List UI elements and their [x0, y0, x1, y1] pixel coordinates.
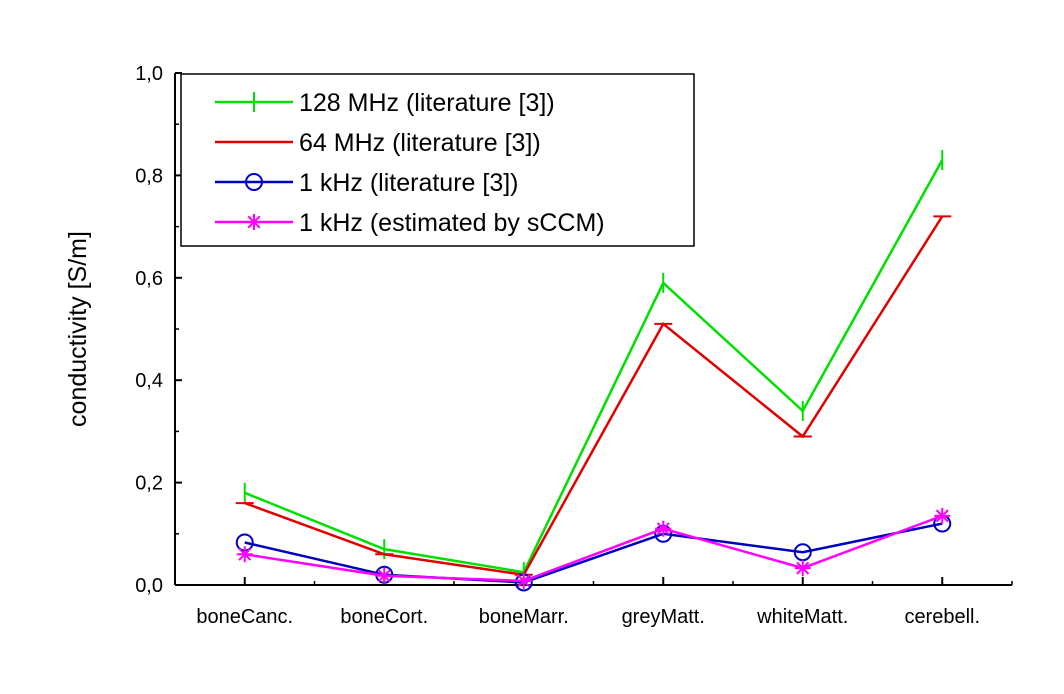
y-tick-label: 0,2 [135, 473, 163, 495]
x-tick-label: whiteMatt. [756, 606, 848, 628]
series-layer [235, 150, 952, 592]
axes: 0,0 0,2 0,4 0,6 0,8 1,0 boneCanc. boneCort. bone… [64, 63, 1013, 628]
y-axis-title: conductivity [S/m] [64, 231, 92, 427]
star-stroke [377, 569, 391, 583]
legend-label: 1 kHz (estimated by sCCM) [299, 209, 605, 237]
x-tick-label: boneCort. [340, 606, 428, 628]
star-stroke [796, 561, 810, 575]
star-stroke [656, 522, 670, 536]
data-point [246, 214, 262, 230]
legend-item: 64 MHz (literature [3]) [215, 129, 541, 157]
series-line [244, 159, 944, 574]
y-tick-label: 0,0 [135, 575, 163, 597]
data-point [515, 572, 532, 589]
x-tick-label: boneCanc. [196, 606, 293, 628]
series-0 [243, 150, 944, 583]
series-line [244, 522, 943, 584]
star-stroke [517, 574, 531, 588]
series-3 [236, 507, 951, 589]
legend-item: 1 kHz (literature [3]) [215, 169, 519, 197]
y-tick-label: 1,0 [135, 63, 163, 85]
star-stroke [935, 509, 949, 523]
x-tick-label: boneMarr. [479, 606, 569, 628]
data-point [934, 507, 951, 524]
series-1 [235, 215, 952, 577]
x-tick-label: greyMatt. [622, 606, 705, 628]
data-point [245, 173, 263, 191]
data-point [376, 567, 393, 584]
legend-label: 64 MHz (literature [3]) [299, 129, 541, 157]
legend: 128 MHz (literature [3]) 64 MHz (literatu… [180, 73, 695, 247]
series-line [244, 514, 943, 583]
star-stroke [247, 215, 261, 229]
star-stroke [238, 547, 252, 561]
legend-item: 128 MHz (literature [3]) [215, 89, 555, 117]
data-point [794, 560, 811, 577]
y-tick-label: 0,4 [135, 370, 163, 392]
x-tick-label: cerebell. [904, 606, 980, 628]
data-point [236, 546, 253, 563]
y-tick-label: 0,6 [135, 268, 163, 290]
legend-label: 1 kHz (literature [3]) [299, 169, 519, 197]
legend-label: 128 MHz (literature [3]) [299, 89, 555, 117]
data-point [655, 520, 672, 537]
series-line [244, 215, 944, 577]
y-tick-label: 0,8 [135, 165, 163, 187]
legend-item: 1 kHz (estimated by sCCM) [215, 209, 605, 237]
